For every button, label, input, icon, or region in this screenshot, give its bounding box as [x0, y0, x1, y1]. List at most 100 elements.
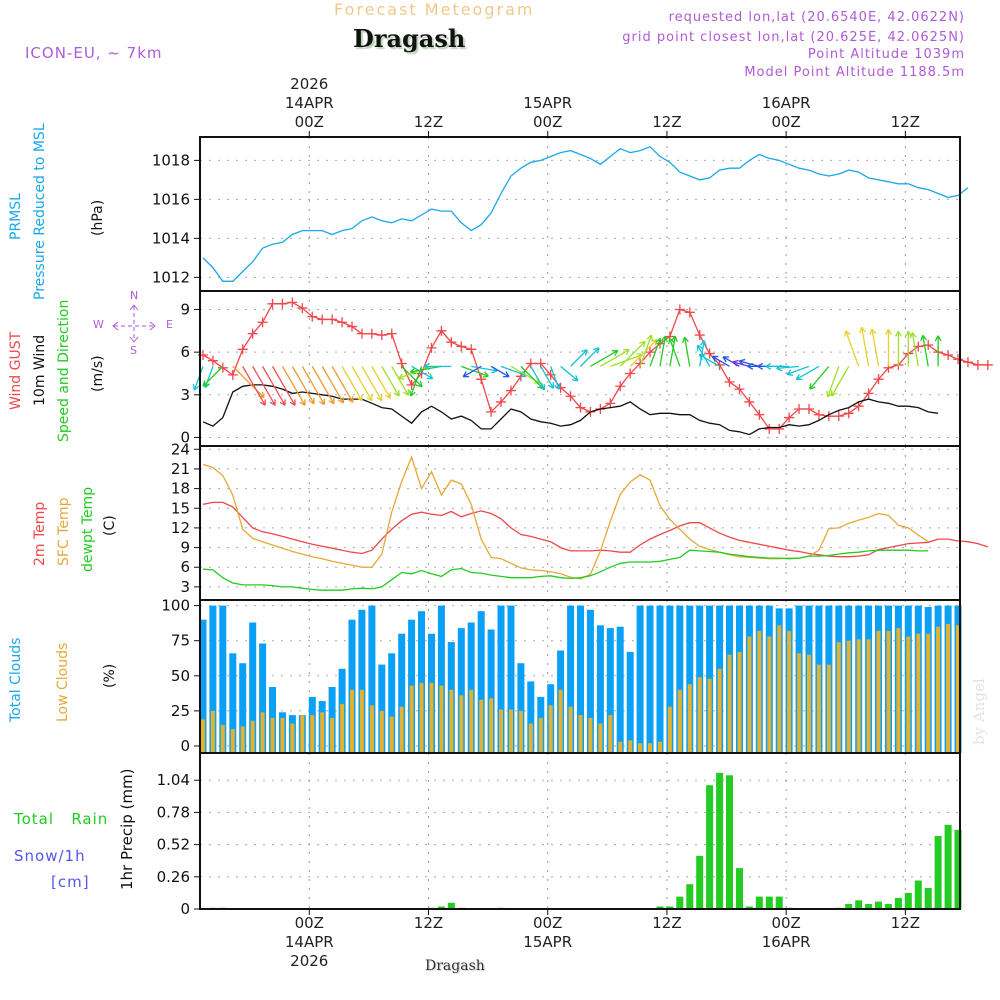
- bar-total-clouds: [527, 681, 535, 753]
- gust-marker: [565, 391, 576, 402]
- bar-total-rain: [656, 906, 664, 909]
- compass-n: N: [130, 289, 139, 302]
- gust-marker: [356, 328, 367, 339]
- bar-low-clouds: [538, 717, 543, 753]
- bar-total-clouds: [636, 605, 644, 753]
- wind-arrow: [381, 366, 400, 397]
- bar-total-rain: [944, 824, 952, 909]
- bar-low-clouds: [489, 698, 494, 753]
- y-tick-label: 0.78: [157, 803, 190, 821]
- wind-arrow: [696, 344, 711, 367]
- top-time-label: 15APR: [523, 94, 572, 112]
- wind-arrow: [580, 347, 600, 367]
- y-tick-label: 0: [180, 900, 190, 918]
- top-time-label: 00Z: [771, 113, 800, 131]
- gust-marker: [724, 377, 735, 388]
- top-time-label: 16APR: [762, 94, 811, 112]
- wind-arrow: [826, 366, 840, 398]
- gust-marker: [496, 396, 507, 407]
- gust-marker: [287, 297, 298, 308]
- bar-low-clouds: [956, 625, 960, 753]
- wind-arrow: [242, 366, 266, 406]
- y-tick-label: 1.04: [157, 771, 190, 789]
- grid-point-coords: grid point closest lon,lat (20.625E, 42.…: [622, 30, 965, 45]
- y-tick-label: 0: [180, 737, 190, 755]
- wind-arrow: [271, 366, 296, 406]
- bar-total-clouds: [199, 619, 207, 753]
- bar-low-clouds: [201, 719, 205, 753]
- bar-low-clouds: [429, 682, 434, 753]
- bar-total-rain: [775, 896, 783, 909]
- bar-low-clouds: [658, 741, 662, 753]
- y-tick-label: 6: [180, 558, 190, 576]
- wind-arrow: [765, 362, 790, 370]
- bar-total-rain: [894, 897, 902, 909]
- compass-arrows-icon: [112, 304, 156, 343]
- bar-low-clouds: [479, 699, 484, 753]
- model-label: ICON-EU, ~ 7km: [25, 44, 163, 62]
- panel-3: 0 25 50 75 100: [161, 597, 962, 755]
- wind-arrow: [232, 365, 265, 399]
- bar-low-clouds: [270, 717, 275, 753]
- bar-low-clouds: [379, 710, 384, 753]
- compass-w: W: [93, 318, 104, 331]
- gust-marker: [833, 411, 844, 422]
- wind-arrow: [311, 366, 335, 405]
- bar-low-clouds: [409, 685, 414, 753]
- bar-total-rain: [726, 775, 733, 909]
- bottom-time-label: 2026: [290, 952, 328, 970]
- bar-low-clouds: [598, 723, 603, 753]
- gust-marker: [764, 423, 775, 434]
- gust-marker: [972, 359, 983, 370]
- wind-arrow: [776, 364, 800, 372]
- gust-marker: [704, 348, 715, 359]
- gust-marker: [863, 388, 874, 399]
- bar-total-rain: [865, 904, 873, 909]
- bar-low-clouds: [568, 706, 573, 753]
- bar-total-clouds: [477, 611, 485, 753]
- chart-subtitle: Forecast Meteogram: [334, 0, 535, 19]
- top-time-label: 12Z: [652, 113, 681, 131]
- y-tick-label: 6: [180, 343, 190, 361]
- gust-marker: [943, 349, 954, 360]
- bar-total-rain: [706, 785, 714, 909]
- gust-marker: [366, 328, 377, 339]
- wind-arrow: [920, 334, 929, 367]
- bar-low-clouds: [350, 689, 354, 753]
- bar-low-clouds: [399, 706, 404, 753]
- gust-marker: [774, 423, 785, 434]
- wind-arrow: [698, 353, 720, 367]
- gust-marker: [684, 307, 695, 318]
- series-line-2m-temp: [202, 501, 989, 558]
- y-tick-label: 100: [161, 597, 190, 615]
- gust-marker: [217, 362, 228, 373]
- y-tick-label: 1012: [152, 268, 190, 286]
- bar-low-clouds: [608, 715, 613, 753]
- gust-marker: [635, 358, 646, 369]
- bar-low-clouds: [926, 633, 931, 753]
- wind-arrow: [786, 365, 810, 376]
- bar-low-clouds: [836, 642, 841, 753]
- bar-total-clouds: [567, 605, 575, 753]
- bar-low-clouds: [618, 741, 623, 753]
- series-line-prmsl: [202, 145, 969, 282]
- bar-low-clouds: [449, 689, 454, 753]
- bar-low-clouds: [767, 636, 772, 753]
- bar-total-clouds: [586, 609, 594, 753]
- y-tick-label: 0: [180, 428, 190, 446]
- gust-marker: [734, 384, 745, 395]
- bar-total-clouds: [249, 622, 257, 753]
- gust-marker: [843, 408, 854, 419]
- gust-marker: [873, 374, 884, 385]
- bar-total-clouds: [358, 609, 366, 753]
- wind-arrow: [809, 365, 830, 390]
- gust-marker: [575, 402, 586, 413]
- top-time-label: 12Z: [414, 113, 443, 131]
- bar-total-rain: [736, 868, 743, 909]
- gust-marker: [277, 298, 288, 309]
- bar-low-clouds: [807, 654, 811, 753]
- panel-4: 0 0.26 0.52 0.78 1.04: [157, 752, 962, 918]
- bar-total-clouds: [616, 626, 624, 753]
- wind-arrow: [560, 365, 579, 382]
